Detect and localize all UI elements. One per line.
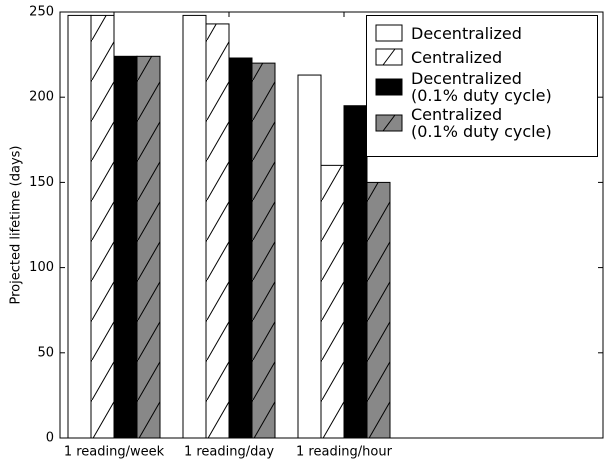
y-tick-label: 0 bbox=[46, 431, 54, 446]
x-tick-label: 1 reading/hour bbox=[296, 445, 393, 460]
y-tick-label: 100 bbox=[29, 260, 54, 275]
legend-label: Decentralized bbox=[411, 23, 522, 43]
bar bbox=[67, 14, 92, 439]
bar bbox=[343, 105, 368, 439]
legend-swatch bbox=[375, 114, 403, 132]
bar bbox=[251, 62, 276, 439]
x-tick-label: 1 reading/week bbox=[64, 445, 165, 460]
y-tick-label: 250 bbox=[29, 5, 54, 20]
legend-entry: Decentralized (0.1% duty cycle) bbox=[375, 70, 589, 104]
y-tick-label: 200 bbox=[29, 90, 54, 105]
legend-swatch bbox=[375, 24, 403, 42]
bar bbox=[366, 181, 391, 439]
legend-label: Centralized (0.1% duty cycle) bbox=[411, 105, 552, 141]
bar bbox=[297, 74, 322, 439]
y-tick-label: 50 bbox=[37, 345, 54, 360]
legend-swatch bbox=[375, 48, 403, 66]
legend-entry: Decentralized bbox=[375, 22, 589, 44]
bar bbox=[182, 14, 207, 439]
legend-label: Decentralized (0.1% duty cycle) bbox=[411, 69, 552, 105]
bar bbox=[228, 57, 253, 439]
y-tick-label: 150 bbox=[29, 175, 54, 190]
legend-label: Centralized bbox=[411, 47, 503, 67]
bar bbox=[205, 23, 230, 439]
plot-frame bbox=[59, 11, 604, 439]
legend-entry: Centralized (0.1% duty cycle) bbox=[375, 106, 589, 140]
bar bbox=[320, 164, 345, 439]
bar bbox=[90, 14, 115, 439]
bar bbox=[136, 55, 161, 439]
x-tick-label: 1 reading/day bbox=[184, 445, 274, 460]
legend-swatch bbox=[375, 78, 403, 96]
bar bbox=[113, 55, 138, 439]
y-axis-label: Projected lifetime (days) bbox=[9, 146, 24, 305]
legend-entry: Centralized bbox=[375, 46, 589, 68]
legend: Decentralized Centralized Decentralized (0… bbox=[366, 15, 598, 157]
